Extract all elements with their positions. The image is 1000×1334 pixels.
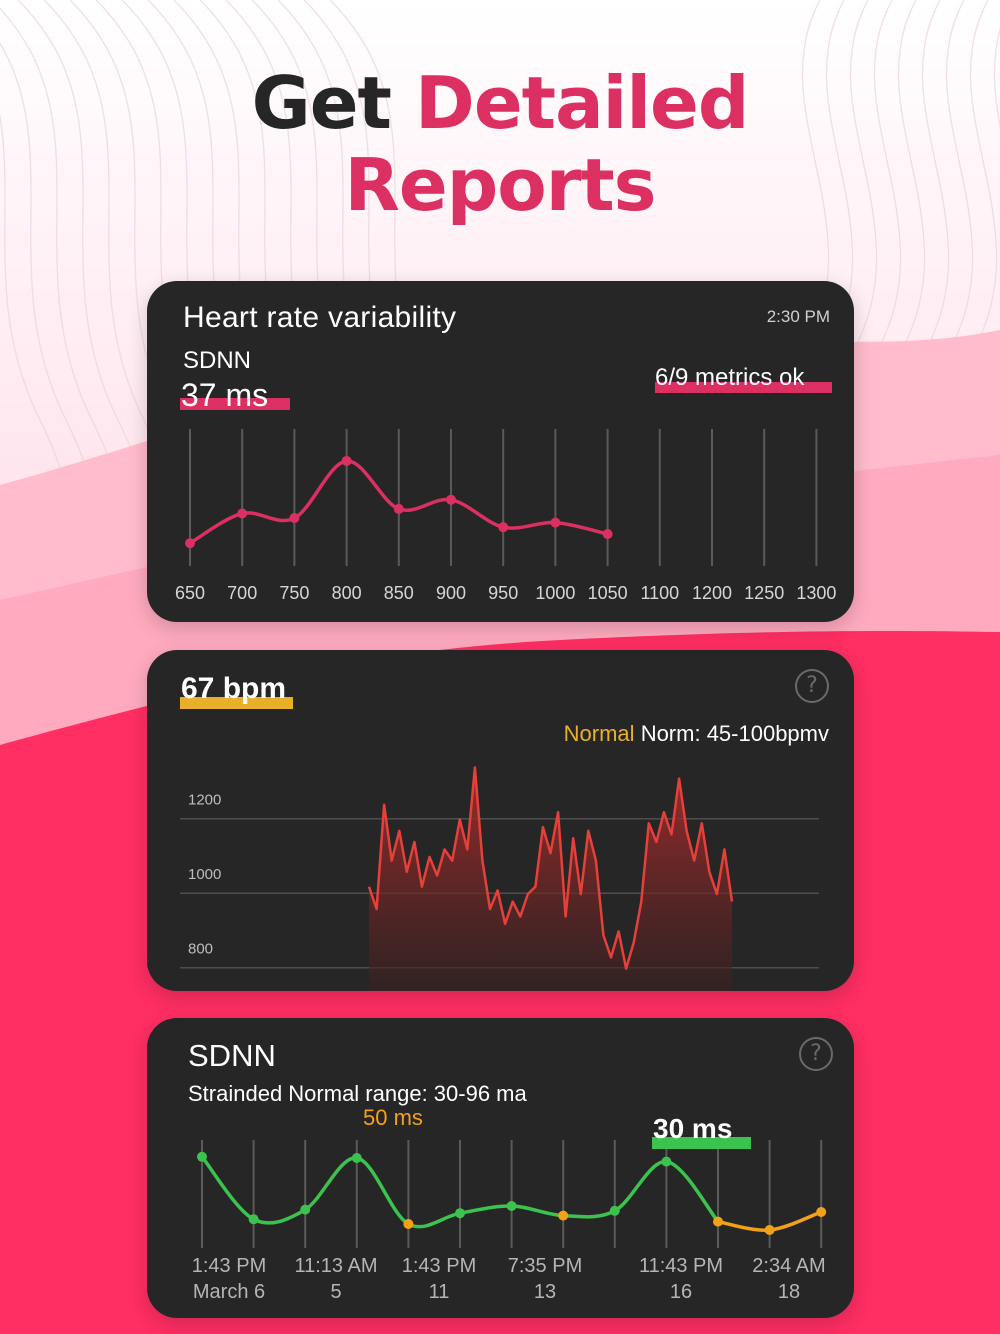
sdnn-x-tick-time: 11:43 PM — [639, 1255, 723, 1277]
hrv-x-tick-label: 1200 — [692, 583, 732, 603]
sdnn-x-tick-date: 5 — [330, 1281, 341, 1303]
hrv-card[interactable]: 650 700 750 800 850 900 950 1000 1050 1100 1200 125… — [147, 281, 854, 622]
sdnn-point — [300, 1204, 311, 1215]
sdnn-x-tick-time: 2:34 AM — [752, 1255, 825, 1277]
headline: Get Detailed Reports — [0, 62, 1000, 226]
sdnn-current-value: 30 ms — [653, 1113, 733, 1144]
sdnn-point — [764, 1225, 775, 1235]
bpm-card[interactable]: 1200 1000 800 67 bpm ? Normal Norm: 45-100… — [147, 650, 854, 991]
hrv-point — [185, 538, 195, 549]
hrv-metric-label: SDNN — [183, 347, 252, 374]
hrv-x-tick-label: 650 — [175, 583, 205, 603]
hrv-x-tick-label: 900 — [436, 583, 466, 603]
bpm-y-tick-label: 800 — [188, 941, 213, 958]
hrv-status: 6/9 metrics ok — [655, 364, 805, 391]
bpm-y-tick-label: 1200 — [188, 792, 221, 809]
sdnn-point — [713, 1216, 723, 1227]
bpm-value-highlight — [180, 697, 293, 709]
sdnn-card[interactable]: 1:43 PM March 6 11:13 AM 5 1:43 PM 11 7:35 PM 1… — [147, 1018, 854, 1318]
hrv-metric-value: 37 ms — [181, 377, 269, 413]
sdnn-point — [455, 1208, 465, 1219]
sdnn-current-highlight — [652, 1137, 751, 1149]
headline-second-line: Reports — [344, 143, 656, 227]
hrv-point — [550, 517, 561, 528]
hrv-x-tick-label: 850 — [384, 583, 414, 603]
hrv-x-tick-label: 1250 — [744, 583, 784, 603]
hrv-x-tick-label: 1000 — [535, 583, 575, 603]
hrv-title: Heart rate variability — [183, 301, 457, 334]
sdnn-x-tick-date: 16 — [670, 1281, 692, 1303]
sdnn-x-tick-date: 11 — [429, 1281, 450, 1303]
sdnn-plot-area: 1:43 PM March 6 11:13 AM 5 1:43 PM 11 7:35 PM 1… — [192, 1140, 827, 1303]
bpm-plot-area: 1200 1000 800 — [180, 766, 819, 991]
hrv-point — [393, 503, 404, 514]
sdnn-x-tick-time: 1:43 PM — [402, 1255, 476, 1277]
bpm-value: 67 bpm — [181, 672, 287, 705]
sdnn-x-tick-time: 1:43 PM — [192, 1255, 266, 1277]
sdnn-x-tick-time: 11:13 AM — [294, 1255, 377, 1277]
sdnn-point — [609, 1205, 620, 1216]
sdnn-x-tick-time: 7:35 PM — [508, 1255, 582, 1277]
hrv-x-tick-label: 1050 — [588, 583, 628, 603]
bpm-chart: 1200 1000 800 — [180, 766, 819, 991]
sdnn-x-tick-date: 18 — [778, 1281, 800, 1303]
hrv-point — [237, 508, 248, 519]
sdnn-point — [248, 1214, 259, 1225]
sdnn-range: Strainded Normal range: 30-96 ma — [188, 1081, 527, 1106]
sdnn-title: SDNN — [188, 1038, 276, 1073]
question-circle-icon[interactable]: ? — [795, 669, 829, 703]
hrv-status-highlight — [655, 382, 832, 393]
hrv-point — [498, 522, 509, 533]
hrv-point — [602, 529, 613, 540]
hrv-point — [446, 494, 456, 505]
hrv-x-tick-label: 800 — [332, 583, 362, 603]
hrv-plot-area: 650 700 750 800 850 900 950 1000 1050 1100 1200 125… — [175, 429, 836, 603]
sdnn-point — [816, 1207, 827, 1217]
bpm-y-tick-label: 1000 — [188, 866, 221, 883]
hrv-x-tick-label: 700 — [227, 583, 257, 603]
headline-dark-word: Get — [251, 61, 392, 145]
sdnn-point — [403, 1219, 414, 1229]
hrv-time: 2:30 PM — [766, 307, 830, 326]
sdnn-point — [506, 1201, 517, 1211]
bpm-norm-range: Norm: 45-100bpmv — [640, 721, 829, 746]
hrv-x-tick-label: 1100 — [640, 583, 679, 603]
sdnn-x-tick-date: 13 — [534, 1281, 556, 1303]
hrv-line — [188, 459, 610, 545]
sdnn-chart: 1:43 PM March 6 11:13 AM 5 1:43 PM 11 7:35 PM 1… — [192, 1140, 827, 1303]
hrv-x-tick-label: 750 — [279, 583, 309, 603]
sdnn-point — [661, 1156, 672, 1167]
sdnn-x-tick-date: March 6 — [193, 1281, 265, 1303]
hrv-chart: 650 700 750 800 850 900 950 1000 1050 1100 1200 125… — [175, 429, 836, 603]
question-circle-icon[interactable]: ? — [799, 1037, 833, 1071]
sdnn-point — [558, 1210, 569, 1221]
hrv-value-highlight — [180, 398, 290, 410]
hrv-x-tick-label: 1300 — [796, 583, 836, 603]
headline-accent-word: Detailed — [415, 61, 749, 145]
bpm-status-word: Normal — [563, 721, 635, 746]
sdnn-point — [197, 1151, 207, 1162]
sdnn-point — [351, 1153, 362, 1163]
bpm-line — [367, 766, 734, 970]
hrv-point — [341, 455, 352, 466]
hrv-point — [289, 513, 300, 524]
sdnn-peak-label: 50 ms — [363, 1105, 423, 1130]
bpm-norm: Normal Norm: 45-100bpmv — [564, 721, 829, 747]
hrv-x-tick-label: 950 — [488, 583, 518, 603]
